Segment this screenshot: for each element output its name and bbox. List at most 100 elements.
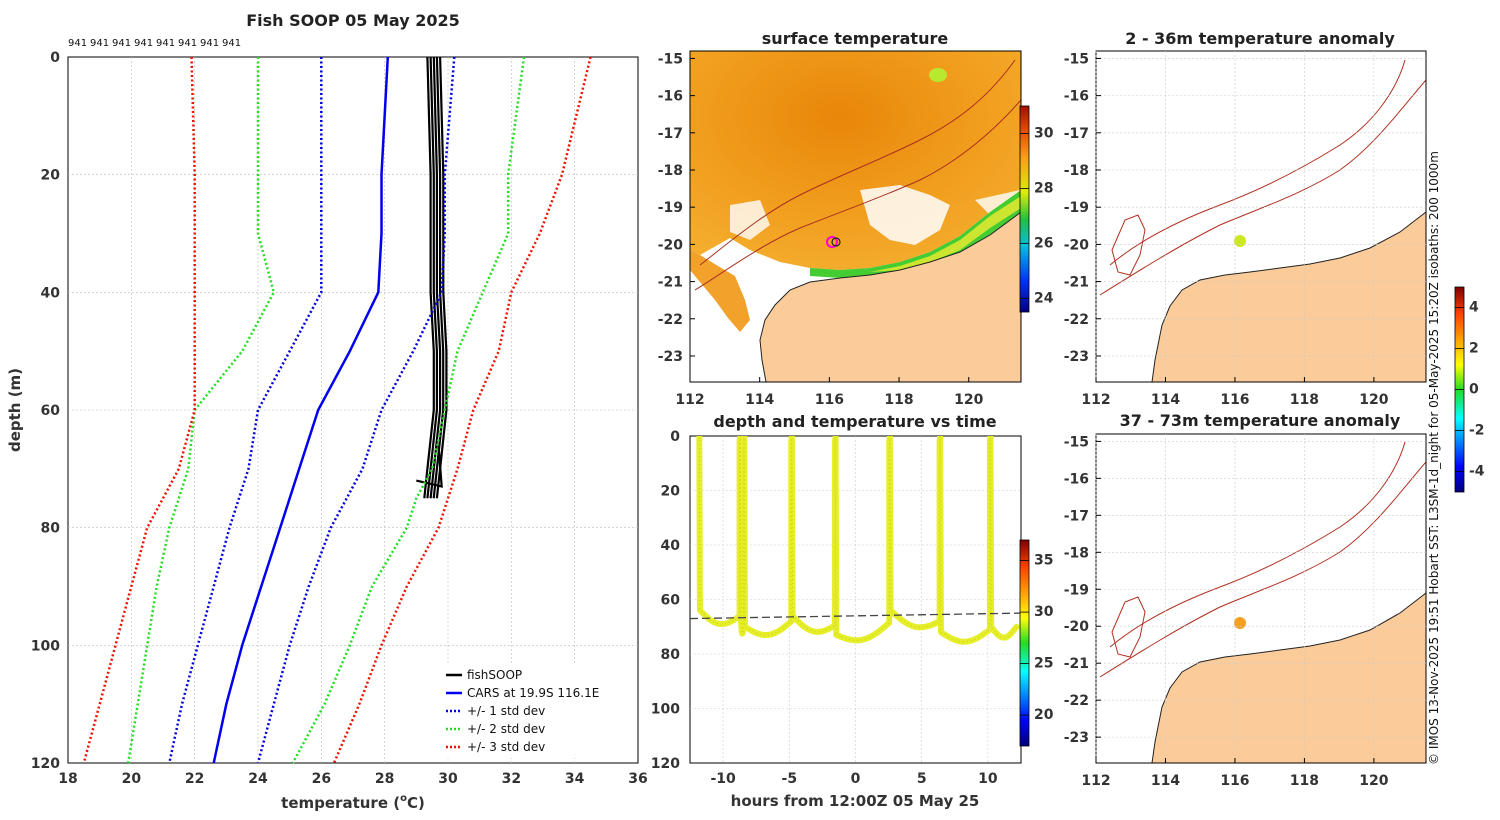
depth-count-label: 941 bbox=[134, 38, 153, 49]
map-ytick: -19 bbox=[1064, 582, 1089, 598]
anom1-island bbox=[1111, 214, 1146, 276]
profile-xtick: 22 bbox=[185, 771, 204, 787]
colorbar-tick: 2 bbox=[1469, 341, 1479, 357]
ts-ytick: 40 bbox=[661, 538, 681, 554]
profile-ytick: 40 bbox=[41, 285, 61, 301]
profile-ylabel: depth (m) bbox=[6, 368, 24, 452]
map-ytick: -18 bbox=[1064, 545, 1089, 561]
fishsoop-profile-line bbox=[426, 56, 438, 499]
sst-isobath-200 bbox=[699, 59, 1016, 266]
colorbar-tick: 24 bbox=[1034, 290, 1054, 306]
profile-ticks: 18 20 22 24 26 28 30 32 34 36 0 20 40 60 80 100 120 bbox=[31, 50, 648, 787]
profile-xtick: 36 bbox=[628, 771, 647, 787]
ts-title: depth and temperature vs time bbox=[713, 412, 996, 431]
anom2-land bbox=[1151, 592, 1426, 763]
anom1-ticks: 112 114 116 118 120 -15 -16 -17 -18 -19 -20 -21 -22 -… bbox=[1064, 51, 1426, 408]
ts-ytick: 80 bbox=[661, 647, 681, 663]
anom1-isobath-1000 bbox=[1099, 79, 1426, 296]
colorbar-tick: 35 bbox=[1034, 553, 1053, 569]
depth-count-label: 941 bbox=[156, 38, 175, 49]
ts-ytick: 20 bbox=[661, 484, 681, 500]
map-ytick: -16 bbox=[1064, 89, 1089, 105]
colorbar-tick: -2 bbox=[1469, 423, 1485, 439]
ts-xlabel: hours from 12:00Z 05 May 25 bbox=[731, 792, 980, 810]
map-xtick: 116 bbox=[1220, 773, 1249, 789]
depth-count-label: 941 bbox=[222, 38, 241, 49]
map-ytick: -15 bbox=[1064, 51, 1089, 67]
anom1-isobath-200 bbox=[1109, 59, 1406, 266]
ts-ytick: 120 bbox=[651, 756, 680, 772]
colorbar-tick: -4 bbox=[1469, 464, 1485, 480]
map-ytick: -15 bbox=[658, 51, 683, 67]
std1-temp_low-line bbox=[168, 57, 323, 764]
legend-std2: +/- 2 std dev bbox=[467, 722, 545, 736]
map-xtick: 114 bbox=[1151, 392, 1180, 408]
anomaly-37-73m-panel: 37 - 73m temperature anomaly 112 114 116 11… bbox=[1064, 286, 1485, 789]
profile-ytick: 0 bbox=[50, 50, 60, 66]
profile-ytick: 80 bbox=[41, 521, 61, 537]
map-xtick: 120 bbox=[954, 392, 983, 408]
profile-panel: Fish SOOP 05 May 2025 941 941 941 941 941 941… bbox=[6, 11, 648, 812]
anom2-isobath-1000 bbox=[1099, 461, 1426, 678]
map-ytick: -20 bbox=[658, 237, 684, 253]
map-ytick: -18 bbox=[1064, 163, 1089, 179]
map-ytick: -22 bbox=[1064, 693, 1089, 709]
anom2-marker bbox=[1234, 617, 1246, 629]
std3-temp_low-line bbox=[82, 56, 196, 764]
map-ytick: -20 bbox=[1064, 237, 1090, 253]
map-xtick: 116 bbox=[1220, 392, 1249, 408]
legend-box bbox=[436, 664, 624, 758]
map-ytick: -17 bbox=[1064, 508, 1089, 524]
sst-colorbar bbox=[1019, 105, 1030, 313]
legend-std3: +/- 3 std dev bbox=[467, 740, 545, 754]
profile-legend: fishSOOP CARS at 19.9S 116.1E +/- 1 std … bbox=[436, 664, 624, 758]
profile-xtick: 20 bbox=[122, 771, 142, 787]
map-ytick: -19 bbox=[1064, 200, 1089, 216]
profile-xtick: 28 bbox=[375, 771, 394, 787]
map-ytick: -20 bbox=[1064, 619, 1090, 635]
depth-count-label: 941 bbox=[68, 38, 87, 49]
legend-cars: CARS at 19.9S 116.1E bbox=[467, 686, 599, 700]
map-ytick: -23 bbox=[1064, 730, 1089, 746]
anom2-island bbox=[1111, 596, 1146, 658]
ts-ytick: 100 bbox=[651, 702, 680, 718]
map-ytick: -23 bbox=[1064, 349, 1089, 365]
map-ytick: -22 bbox=[1064, 312, 1089, 328]
profile-xlabel: temperature (oC) bbox=[281, 793, 425, 812]
anomaly-2-36m-panel: 2 - 36m temperature anomaly 112 114 116 118… bbox=[1064, 29, 1427, 408]
profile-series bbox=[82, 56, 592, 764]
ts-trace-texture bbox=[698, 436, 1017, 643]
profile-xtick: 26 bbox=[312, 771, 331, 787]
map-ytick: -21 bbox=[1064, 656, 1089, 672]
profile-xtick: 24 bbox=[248, 771, 268, 787]
colorbar-tick: 0 bbox=[1469, 382, 1479, 398]
ts-ytick: 60 bbox=[661, 593, 681, 609]
ts-reference-line bbox=[690, 612, 1021, 620]
ts-xtick: 10 bbox=[978, 771, 998, 787]
sst-ticks: 112 114 116 118 120 -15 -16 -17 -18 -19 -20 -21 -22 -… bbox=[658, 51, 984, 408]
ts-xtick: -5 bbox=[782, 771, 798, 787]
map-ytick: -21 bbox=[658, 275, 683, 291]
sst-cloud-gap bbox=[860, 185, 950, 245]
colorbar-tick: 4 bbox=[1469, 300, 1479, 316]
ts-xtick: -10 bbox=[710, 771, 736, 787]
map-xtick: 120 bbox=[1359, 392, 1388, 408]
sst-colorbar-ticks: 24 26 28 30 bbox=[1020, 125, 1054, 306]
std3-temp_high-line bbox=[332, 56, 592, 764]
std1-temp_high-line bbox=[256, 56, 456, 764]
credit-text: © IMOS 13-Nov-2025 19:51 Hobart SST: L3S… bbox=[1427, 151, 1441, 765]
cars-profile-line bbox=[212, 56, 390, 764]
map-xtick: 114 bbox=[745, 392, 774, 408]
map-xtick: 114 bbox=[1151, 773, 1180, 789]
map-xtick: 112 bbox=[1081, 392, 1110, 408]
depth-temperature-time-panel: depth and temperature vs time -10 -5 0 5 100… bbox=[651, 412, 1054, 810]
sst-fish-marker bbox=[826, 236, 838, 248]
depth-count-label: 941 bbox=[112, 38, 131, 49]
profile-ytick: 120 bbox=[31, 756, 60, 772]
map-ytick: -16 bbox=[658, 89, 683, 105]
profile-ytick: 20 bbox=[41, 168, 61, 184]
ts-colorbar bbox=[1019, 539, 1030, 747]
map-xtick: 120 bbox=[1359, 773, 1388, 789]
colorbar-tick: 20 bbox=[1034, 707, 1054, 723]
